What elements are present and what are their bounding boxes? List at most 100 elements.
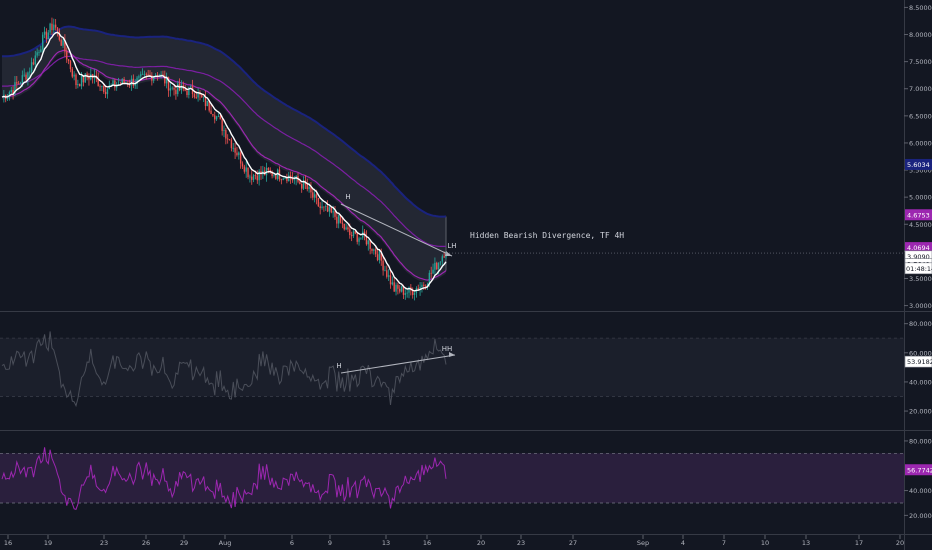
candle-body [354, 231, 357, 234]
rsi-tick-label: 20.0000 [909, 408, 932, 416]
main-price-pane[interactable]: H LH Hidden Bearish Divergence, TF 4H [1, 17, 904, 301]
candle-body [367, 240, 369, 245]
price-tick-label: 6.5000 [909, 112, 932, 120]
candle-body [382, 260, 384, 271]
candle-body [223, 130, 225, 131]
rsi-value-label: 53.9182 [907, 358, 932, 366]
candle-body [164, 75, 166, 84]
price-tag-box [905, 242, 932, 254]
candle-body [330, 207, 332, 213]
rsi-tick-label: 60.0000 [909, 349, 932, 357]
price-tick-label: 3.0000 [909, 302, 932, 310]
candle-body [302, 180, 305, 189]
rsi-value-box [904, 355, 932, 368]
candle-body [54, 24, 57, 28]
candle-body [121, 79, 123, 85]
candle-body [393, 282, 395, 292]
candle-body [315, 194, 318, 198]
candle-body [376, 254, 379, 261]
time-tick-label: 16 [423, 539, 431, 547]
candle-body [208, 100, 210, 111]
candle-body [62, 40, 64, 46]
price-axis[interactable]: 8.5000 8.0000 7.5000 7.0000 6.5000 6.0000 5.50… [904, 4, 932, 520]
candle-body [325, 206, 327, 207]
rsi2-tick-label: 20.0000 [909, 512, 932, 520]
price-tick-label: 3.5000 [909, 275, 932, 283]
time-tick-label: Sep [637, 539, 649, 547]
candle-body [321, 206, 323, 209]
candle-body [439, 261, 442, 263]
rsi2-value-label: 56.7742 [907, 466, 932, 474]
candle-body [25, 74, 27, 80]
rsi-divergence-arrowhead [449, 352, 455, 357]
price-tick-label: 5.5000 [909, 167, 932, 175]
candle-body [391, 282, 394, 285]
candle-body [384, 270, 386, 272]
candle-body [328, 207, 331, 212]
candle-body [286, 177, 288, 182]
candle-body [343, 223, 345, 230]
candle-body [339, 215, 342, 223]
rsi-high-label: H [336, 362, 341, 370]
countdown-box [904, 262, 932, 275]
price-tag-box [905, 158, 932, 170]
candle-body [40, 49, 42, 52]
candle-body [30, 62, 33, 72]
candle-body [437, 262, 440, 270]
candle-body [130, 78, 133, 86]
candle-body [212, 114, 214, 116]
candle-body [430, 272, 432, 274]
candle-body [8, 92, 11, 96]
candle-body [251, 176, 253, 180]
time-tick-label: 4 [681, 539, 685, 547]
candle-body [258, 171, 260, 181]
candle-body [228, 139, 231, 140]
candle-body [417, 288, 419, 290]
price-tick-label: 8.0000 [909, 31, 932, 39]
candle-body [190, 86, 192, 88]
candle-body [186, 90, 188, 96]
candle-body [317, 197, 320, 207]
candle-body [21, 75, 24, 84]
candle-body [149, 74, 151, 76]
candle-body [84, 73, 86, 83]
high-label: H [345, 193, 350, 201]
candle-body [215, 116, 218, 120]
price-tick-label: 7.5000 [909, 58, 932, 66]
candle-body [408, 287, 410, 293]
candle-body [225, 130, 227, 139]
rsi2-tick-label: 40.0000 [909, 487, 932, 495]
candle-body [345, 227, 347, 230]
candle-body [154, 74, 157, 77]
time-tick-label: 16 [4, 539, 12, 547]
ma-fast-line [1, 31, 447, 292]
candle-body [221, 119, 223, 131]
time-tick-label: 17 [855, 539, 863, 547]
candle-body [173, 87, 175, 90]
candle-body [399, 288, 401, 292]
rsi2-pane[interactable] [0, 447, 904, 511]
candle-body [165, 77, 168, 84]
candle-body [69, 61, 72, 70]
candle-body [267, 167, 270, 171]
candle-body [138, 76, 140, 78]
rsi-line [1, 331, 447, 408]
candle-body [88, 77, 90, 80]
rsi-pane[interactable]: HHH [0, 331, 904, 408]
candle-body [293, 179, 295, 181]
time-tick-label: Aug [219, 539, 232, 547]
time-axis[interactable]: 16 19 23 26 29 Aug 6 9 13 16 20 23 27 Sep 4 7 10 13 17 20 [4, 535, 904, 547]
time-tick-label: 13 [382, 539, 390, 547]
candle-body [19, 83, 22, 84]
candle-body [308, 186, 310, 190]
candle-body [202, 96, 205, 98]
candle-body [424, 285, 427, 287]
candle-body [236, 152, 238, 156]
time-tick-label: 10 [761, 539, 769, 547]
ma-slow-line [2, 25, 447, 218]
candle-body [80, 75, 83, 87]
candle-body [64, 40, 66, 52]
candle-body [114, 80, 116, 88]
candle-body [34, 55, 36, 65]
